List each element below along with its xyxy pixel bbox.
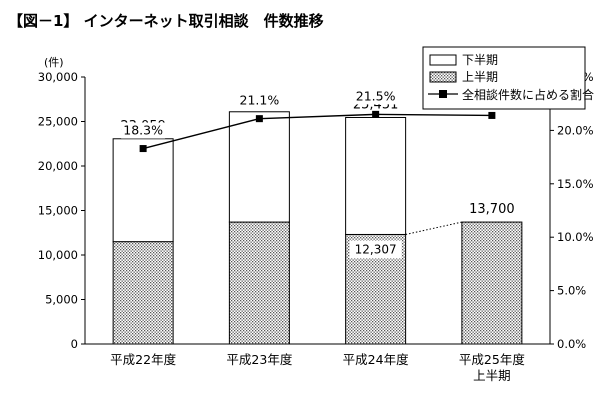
y2-tick-label: 0.0% [557, 337, 586, 351]
ratio-marker [372, 110, 380, 118]
bar-second-half [228, 111, 290, 223]
y-tick-label: 15,000 [38, 204, 78, 218]
ratio-line [142, 113, 492, 150]
x-tick-label: 平成25年度 [459, 352, 525, 367]
y-unit-label: (件) [44, 56, 64, 69]
annotation-bg [349, 240, 402, 259]
y2-tick-label: 5.0% [557, 284, 586, 298]
legend-label-ratio: 全相談件数に占める割合 [462, 87, 594, 102]
bar-first-half [112, 241, 174, 345]
total-label: 13,700 [469, 202, 515, 217]
ratio-label: 21.1% [240, 93, 280, 108]
ratio-label-bg [121, 122, 166, 139]
y2-tick-label: 20.0% [557, 123, 594, 137]
ratio-marker [139, 145, 147, 153]
x-tick-label: 上半期 [473, 368, 511, 383]
x-tick-label: 平成24年度 [343, 352, 409, 367]
legend-label-upper-half: 上半期 [462, 70, 498, 84]
ratio-marker [488, 111, 496, 119]
ratio-label-bg [353, 88, 398, 105]
bar-first-half [228, 221, 290, 345]
y-tick-label: 5,000 [45, 293, 78, 307]
connector-line [405, 221, 462, 235]
y2-tick-label: 10.0% [557, 230, 594, 244]
y-tick-label: 30,000 [38, 70, 78, 84]
annotation-label: 12,307 [355, 242, 397, 256]
ratio-label: 21.5% [356, 88, 396, 103]
x-tick-label: 平成23年度 [226, 352, 292, 367]
chart-title: 【図－1】 インターネット取引相談 件数推移 [8, 12, 324, 30]
ratio-marker [255, 115, 263, 123]
y-tick-label: 10,000 [38, 248, 78, 262]
ratio-label: 18.3% [123, 123, 163, 138]
ratio-label-bg [237, 92, 282, 109]
x-tick-label: 平成22年度 [110, 352, 176, 367]
y-tick-label: 25,000 [38, 115, 78, 129]
bar-first-half [461, 221, 523, 345]
bar-second-half [345, 116, 407, 235]
legend-marker-ratio [439, 90, 447, 98]
legend-swatch-upper-half [429, 71, 457, 83]
y-tick-label: 20,000 [38, 159, 78, 173]
legend-swatch-lower-half [429, 54, 457, 66]
y2-tick-label: 15.0% [557, 177, 594, 191]
legend-label-lower-half: 下半期 [462, 53, 498, 67]
legend: 下半期 上半期 全相談件数に占める割合 [422, 46, 594, 110]
y-tick-label: 0 [71, 337, 78, 351]
bar-second-half [112, 138, 174, 243]
